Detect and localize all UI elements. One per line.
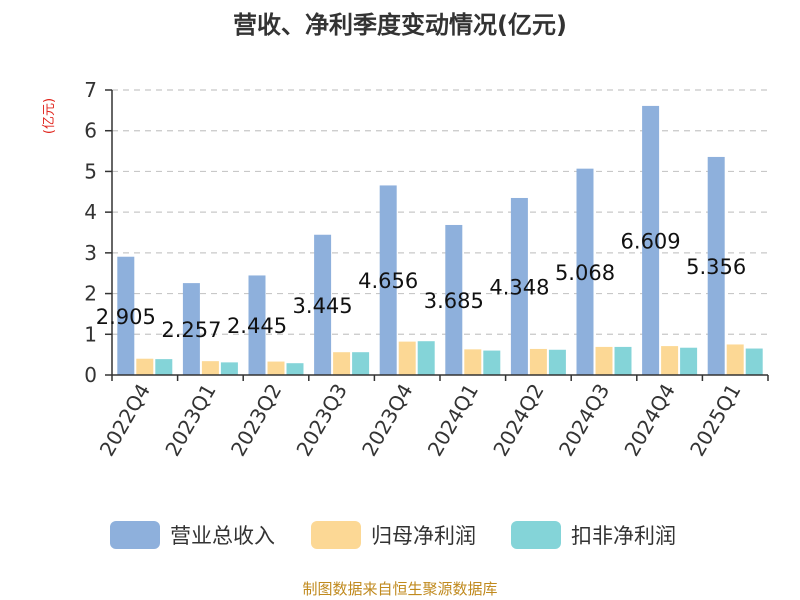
- legend-swatch: [311, 521, 361, 549]
- bar-1-2023Q4: [379, 185, 397, 375]
- x-tick-label: 2024Q1: [423, 380, 483, 461]
- data-label: 3.445: [293, 294, 353, 318]
- y-tick-label: 0: [84, 363, 97, 387]
- bar-3-2024Q3: [614, 346, 632, 375]
- data-source-note: 制图数据来自恒生聚源数据库: [302, 580, 497, 598]
- y-tick-label: 4: [84, 200, 97, 224]
- data-label: 5.356: [686, 255, 746, 279]
- legend-swatch: [110, 521, 160, 549]
- x-tick-label: 2023Q2: [226, 380, 286, 461]
- data-label: 3.685: [424, 289, 484, 313]
- x-tick-label: 2024Q3: [554, 380, 614, 461]
- y-tick-label: 2: [84, 282, 97, 306]
- bar-1-2024Q3: [576, 168, 594, 375]
- x-tick-label: 2024Q4: [619, 380, 679, 461]
- bars: [117, 105, 763, 376]
- bar-2-2024Q1: [464, 349, 482, 375]
- data-label: 5.068: [555, 261, 615, 285]
- chart-title: 营收、净利季度变动情况(亿元): [233, 11, 567, 39]
- x-tick-label: 2024Q2: [488, 380, 548, 461]
- bar-3-2023Q1: [220, 362, 238, 375]
- y-tick-label: 7: [84, 78, 97, 102]
- legend-label: 归母净利润: [371, 524, 476, 548]
- bar-1-2025Q1: [707, 156, 725, 375]
- bar-3-2024Q1: [483, 350, 501, 375]
- y-tick-label: 6: [84, 119, 97, 143]
- bar-1-2023Q2: [248, 275, 266, 375]
- bar-1-2023Q3: [314, 234, 332, 375]
- data-label: 2.445: [227, 314, 287, 338]
- y-tick-label: 5: [84, 159, 97, 183]
- y-tick-label: 3: [84, 241, 97, 265]
- bar-2-2024Q4: [661, 346, 679, 375]
- bar-1-2024Q4: [642, 105, 660, 376]
- bar-2-2023Q4: [398, 341, 416, 375]
- bar-2-2023Q3: [333, 352, 351, 375]
- bar-3-2025Q1: [745, 348, 763, 375]
- data-label: 2.905: [96, 305, 156, 329]
- bar-3-2022Q4: [155, 359, 173, 375]
- bar-1-2024Q2: [510, 197, 528, 375]
- legend-label: 营业总收入: [170, 524, 275, 548]
- y-axis-unit-label: (亿元): [42, 98, 57, 134]
- legend-swatch: [511, 521, 561, 549]
- x-tick-label: 2023Q3: [291, 380, 351, 461]
- x-tick-label: 2023Q1: [160, 380, 220, 461]
- data-label: 6.609: [621, 229, 681, 253]
- bar-2-2022Q4: [136, 358, 154, 375]
- legend-label: 扣非净利润: [571, 524, 676, 548]
- bar-1-2022Q4: [117, 256, 135, 375]
- bar-3-2023Q4: [417, 341, 435, 375]
- x-tick-label: 2025Q1: [685, 380, 745, 461]
- legend: 营业总收入 归母净利润 扣非净利润: [110, 521, 676, 549]
- bar-2-2025Q1: [726, 344, 744, 375]
- bar-3-2024Q4: [680, 347, 698, 375]
- bar-3-2024Q2: [548, 349, 566, 375]
- bar-2-2023Q1: [201, 361, 219, 375]
- bar-2-2024Q3: [595, 346, 613, 375]
- bar-3-2023Q3: [352, 352, 370, 375]
- x-tick-label: 2023Q4: [357, 380, 417, 461]
- x-tick-label: 2022Q4: [95, 380, 155, 461]
- data-label: 4.656: [358, 269, 418, 293]
- data-label: 4.348: [489, 275, 549, 299]
- data-label: 2.257: [161, 318, 221, 342]
- bar-2-2023Q2: [267, 361, 285, 375]
- bar-1-2024Q1: [445, 224, 463, 375]
- bar-2-2024Q2: [529, 348, 547, 375]
- bar-3-2023Q2: [286, 363, 304, 375]
- bar-1-2023Q1: [182, 283, 200, 375]
- y-tick-label: 1: [84, 322, 97, 346]
